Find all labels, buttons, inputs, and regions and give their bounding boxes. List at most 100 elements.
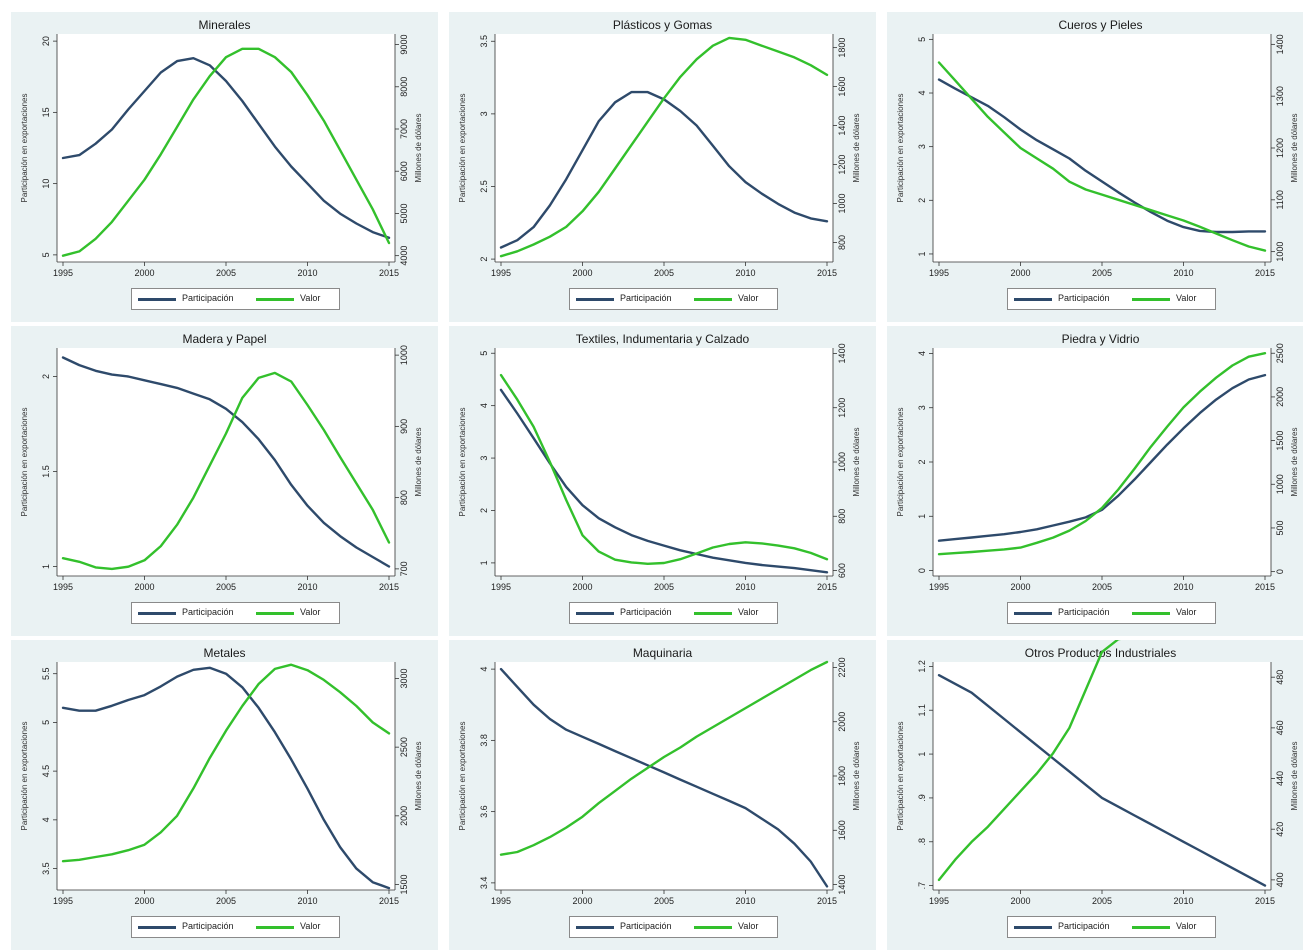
series-line-valor [937,61,1267,252]
y-tick-label: 3.5 [479,35,489,48]
legend-swatch-participacion [576,298,614,301]
x-tick-label: 1995 [53,582,73,592]
y2-tick-label: 1200 [837,155,847,175]
y2-tick-label: 1800 [837,38,847,58]
x-tick-label: 2000 [1010,582,1030,592]
y-tick-label: .9 [917,794,927,802]
y2-tick-label: 7000 [399,119,409,139]
x-tick-label: 2010 [1173,582,1193,592]
y2-tick-label: 9000 [399,35,409,55]
y2-tick-label: 800 [837,509,847,524]
x-tick-label: 2005 [654,268,674,278]
legend-label-participacion: Participación [620,293,672,303]
plot-area [933,34,1271,262]
y2-axis-title: Millones de dólares [1290,428,1299,497]
y-tick-label: 5 [41,720,51,725]
series-line-valor [937,640,1121,882]
legend-label-participacion: Participación [620,921,672,931]
x-tick-label: 2000 [1010,268,1030,278]
y-tick-label: 3.5 [41,862,51,875]
x-tick-label: 2015 [1255,582,1275,592]
y2-axis-title: Millones de dólares [414,742,423,811]
x-tick-label: 1995 [53,896,73,906]
legend-swatch-participacion [1014,926,1052,929]
legend-label-valor: Valor [1176,607,1197,617]
y2-tick-label: 2000 [1275,387,1285,407]
legend-swatch-valor [694,298,732,301]
y-tick-label: 1 [41,564,51,569]
x-tick-label: 2005 [1092,268,1112,278]
legend: Participación Valor [1007,602,1216,624]
y2-tick-label: 400 [1275,872,1285,887]
y-axis-title: Participación en exportaciones [896,94,905,203]
y-tick-label: 3 [479,111,489,116]
x-tick-label: 1995 [491,896,511,906]
plot-area [933,348,1271,576]
x-tick-label: 2005 [654,896,674,906]
chart-title: Maquinaria [632,646,693,660]
chart-panel: Textiles, Indumentaria y Calzado 1995 2000… [449,326,876,636]
x-tick-label: 2015 [1255,268,1275,278]
legend-swatch-participacion [576,926,614,929]
legend-label-valor: Valor [300,607,321,617]
y-tick-label: 2.5 [479,180,489,193]
y2-axis-title: Millones de dólares [852,114,861,183]
legend-label-participacion: Participación [182,607,234,617]
chart-panel: Otros Productos Industriales 1995 2000 2005… [887,640,1303,950]
y2-tick-label: 1800 [837,766,847,786]
y2-tick-label: 1300 [1275,86,1285,106]
chart-panel: Metales 1995 2000 2005 2010 2015 3.5 4 4.5 5 5.5 15… [11,640,438,950]
legend-swatch-valor [694,926,732,929]
y-tick-label: 0 [917,568,927,573]
y-tick-label: 3 [917,405,927,410]
legend-swatch-participacion [138,612,176,615]
y2-tick-label: 1400 [837,343,847,363]
chart-title: Textiles, Indumentaria y Calzado [575,332,750,346]
y-axis-title: Participación en exportaciones [20,94,29,203]
y2-tick-label: 1000 [1275,242,1285,262]
chart-panel: Cueros y Pieles 1995 2000 2005 2010 2015 1 2 3 4 5… [887,12,1303,322]
chart-title: Plásticos y Gomas [612,18,713,32]
chart-panel: Plásticos y Gomas 1995 2000 2005 2010 2015 2 2.… [449,12,876,322]
y2-tick-label: 0 [1275,569,1285,574]
x-tick-label: 2010 [735,268,755,278]
y2-axis-title: Millones de dólares [852,428,861,497]
chart-svg: 1995 2000 2005 2010 2015 1 2 3 4 5 1000 1100 1200 130… [896,34,1299,278]
x-tick-label: 2015 [379,268,399,278]
y2-tick-label: 4000 [399,246,409,266]
y-tick-label: .7 [917,882,927,890]
y-tick-label: 3.8 [479,734,489,747]
chart-panel: Maquinaria 1995 2000 2005 2010 2015 3.4 3.6 3.8 4… [449,640,876,950]
legend-label-valor: Valor [300,921,321,931]
x-tick-label: 2000 [134,582,154,592]
y-tick-label: .8 [917,838,927,846]
y2-tick-label: 8000 [399,77,409,97]
series-line-participacion [937,674,1267,887]
y2-axis-title: Millones de dólares [414,428,423,497]
y-tick-label: 1.1 [917,704,927,717]
chart-title: Metales [203,646,246,660]
y-tick-label: 15 [41,107,51,117]
series-line-valor [61,663,391,863]
y-tick-label: 4 [479,667,489,672]
y2-tick-label: 1600 [837,77,847,97]
y-axis-title: Participación en exportaciones [896,408,905,517]
x-tick-label: 1995 [929,896,949,906]
y2-tick-label: 1200 [837,398,847,418]
chart-svg: 1995 2000 2005 2010 2015 0 1 2 3 4 0 500 1000 1500 200… [896,343,1299,592]
plot-area [57,662,395,890]
y-axis-title: Participación en exportaciones [458,408,467,517]
x-tick-label: 2015 [379,582,399,592]
x-tick-label: 2010 [735,582,755,592]
x-tick-label: 2005 [1092,896,1112,906]
x-tick-label: 1995 [53,268,73,278]
y2-tick-label: 440 [1275,771,1285,786]
y2-tick-label: 1400 [1275,34,1285,54]
y-tick-label: 1 [917,251,927,256]
y2-axis-title: Millones de dólares [852,742,861,811]
series-line-valor [499,660,829,856]
y-tick-label: 1 [917,514,927,519]
legend-label-participacion: Participación [1058,293,1110,303]
y-tick-label: 5 [479,351,489,356]
x-tick-label: 2000 [134,268,154,278]
